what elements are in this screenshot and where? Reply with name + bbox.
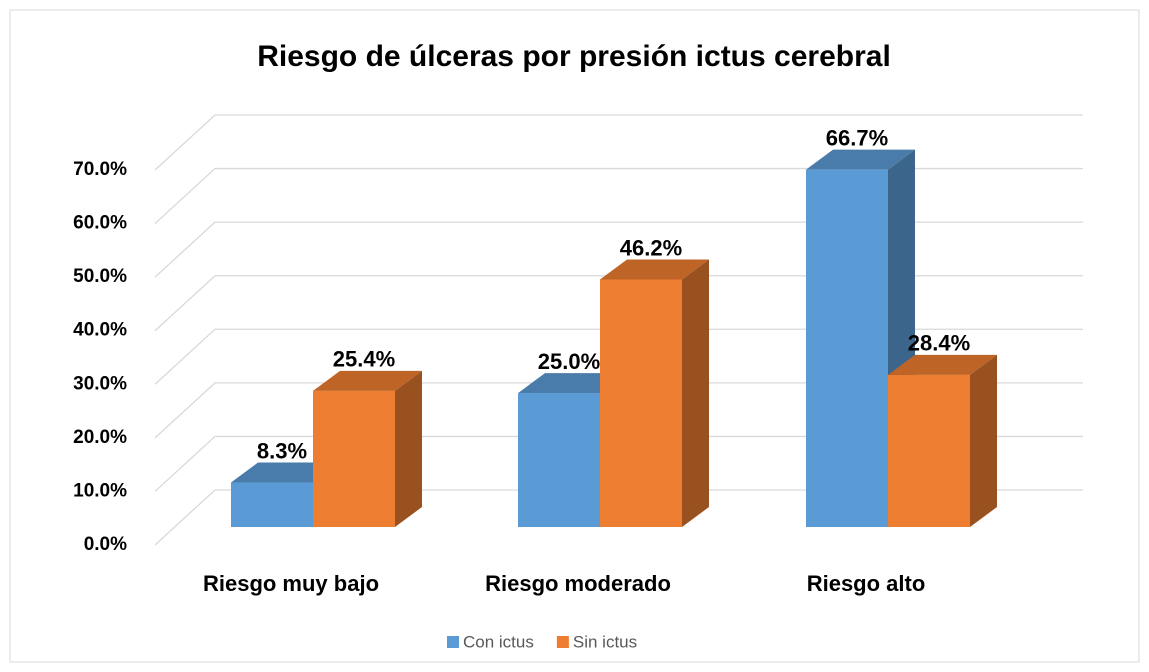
x-tick-label: Riesgo alto: [807, 571, 926, 596]
bar-side: [970, 354, 997, 527]
y-tick-label: 60.0%: [73, 213, 127, 234]
bar-side: [682, 259, 709, 527]
y-tick-label: 70.0%: [73, 159, 127, 180]
bar: [600, 279, 682, 527]
y-tick-label: 10.0%: [73, 480, 127, 501]
bar-top: [888, 354, 997, 375]
bar-top: [600, 259, 709, 280]
chart-title: Riesgo de úlceras por presión ictus cere…: [257, 40, 891, 73]
grid-line: [154, 114, 1083, 171]
x-tick-label: Riesgo moderado: [485, 571, 671, 596]
bar-top: [518, 373, 627, 394]
data-label: 25.0%: [538, 349, 600, 374]
legend-swatch: [447, 636, 459, 648]
legend-label: Con ictus: [463, 632, 534, 651]
data-label: 25.4%: [333, 347, 395, 372]
bar-top: [231, 462, 340, 483]
chart-border: [9, 9, 1140, 663]
bar: [806, 169, 888, 527]
grid-line: [154, 435, 1083, 492]
grid-line: [154, 275, 1083, 332]
data-label: 66.7%: [826, 125, 888, 150]
bar-side: [395, 370, 422, 527]
legend-label: Sin ictus: [573, 632, 637, 651]
grid-line: [154, 382, 1083, 439]
bar-top: [313, 370, 422, 391]
y-tick-label: 0.0%: [84, 534, 127, 555]
y-tick-label: 20.0%: [73, 427, 127, 448]
y-tick-label: 50.0%: [73, 266, 127, 287]
data-label: 8.3%: [257, 438, 307, 463]
y-tick-label: 40.0%: [73, 320, 127, 341]
grid-line: [154, 167, 1083, 225]
data-label: 46.2%: [620, 235, 682, 260]
bar: [888, 374, 970, 527]
bar: [518, 393, 600, 527]
y-tick-label: 30.0%: [73, 373, 127, 394]
bar: [313, 390, 395, 527]
data-label: 28.4%: [908, 331, 970, 356]
grid-line: [154, 489, 1083, 546]
legend-swatch: [556, 636, 569, 648]
bar-top: [806, 149, 915, 170]
x-tick-label: Riesgo muy bajo: [203, 571, 379, 596]
grid-line: [154, 221, 1083, 278]
grid-line: [154, 328, 1083, 385]
bar: [231, 482, 313, 527]
